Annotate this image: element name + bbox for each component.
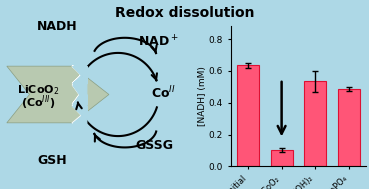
Text: GSH: GSH xyxy=(37,154,67,167)
Text: Redox dissolution: Redox dissolution xyxy=(115,6,254,20)
Text: NAD$^+$: NAD$^+$ xyxy=(138,34,179,49)
Text: LiCoO$_2$: LiCoO$_2$ xyxy=(17,83,60,97)
Bar xyxy=(237,65,259,166)
Text: Co$^{II}$: Co$^{II}$ xyxy=(151,84,176,101)
Bar xyxy=(338,89,360,166)
Text: (Co$^{III}$): (Co$^{III}$) xyxy=(21,94,56,112)
Polygon shape xyxy=(7,66,109,123)
Text: GSSG: GSSG xyxy=(135,139,173,152)
Text: NADH: NADH xyxy=(37,20,77,33)
Bar xyxy=(304,81,327,166)
Y-axis label: [NADH] (mM): [NADH] (mM) xyxy=(198,67,207,126)
Bar xyxy=(270,150,293,166)
